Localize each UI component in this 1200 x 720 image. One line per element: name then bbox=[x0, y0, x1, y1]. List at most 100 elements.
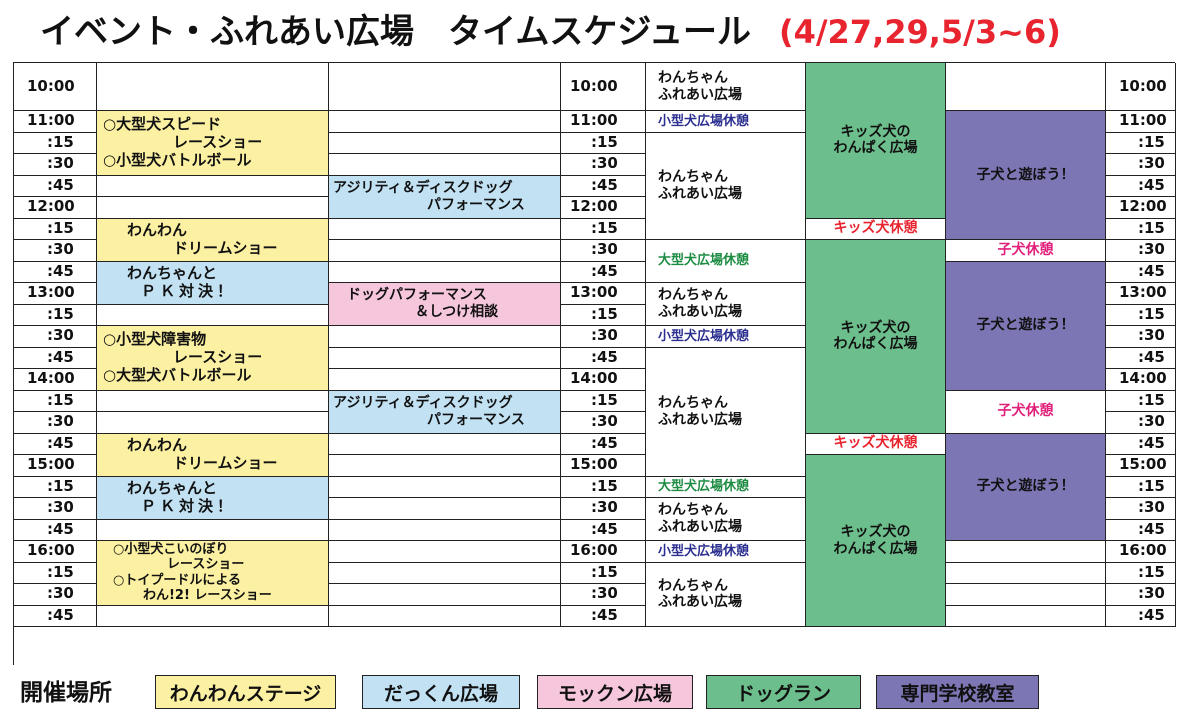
time-label: 13:00 bbox=[14, 283, 97, 305]
time-label: 13:00 bbox=[1106, 283, 1176, 305]
event-line: アジリティ＆ディスクドッグ bbox=[333, 394, 513, 411]
event-pk-2: わんちゃんと ＰＫ対決！ bbox=[97, 476, 329, 520]
kids-wanpaku-1: キッズ犬の わんぱく広場 bbox=[806, 63, 946, 219]
empty-cell bbox=[329, 111, 561, 133]
time-label: :15 bbox=[561, 218, 646, 240]
empty-cell bbox=[329, 347, 561, 369]
small-dog-break: 小型犬広場休憩 bbox=[646, 111, 806, 133]
time-label: :45 bbox=[561, 519, 646, 541]
event-line: キッズ犬の bbox=[840, 319, 911, 336]
empty-cell bbox=[329, 519, 561, 541]
puppy-break: 子犬休憩 bbox=[946, 390, 1106, 434]
event-pk-1: わんちゃんと ＰＫ対決！ bbox=[97, 261, 329, 305]
event-line: わんわん bbox=[127, 220, 188, 239]
kids-break: キッズ犬休憩 bbox=[806, 218, 946, 240]
event-line: わんちゃん bbox=[658, 577, 728, 594]
event-line: わんぱく広場 bbox=[833, 336, 918, 353]
page-title: イベント・ふれあい広場 タイムスケジュール (4/27,29,5/3~6) bbox=[40, 8, 1061, 56]
time-label: :30 bbox=[561, 412, 646, 434]
time-label: :30 bbox=[14, 498, 97, 520]
time-label: :15 bbox=[561, 304, 646, 326]
event-line: わんわん bbox=[127, 435, 188, 454]
event-line: わんちゃん bbox=[658, 169, 728, 186]
event-line: ふれあい広場 bbox=[658, 411, 742, 428]
empty-cell bbox=[97, 63, 329, 111]
empty-cell bbox=[97, 304, 329, 326]
time-label: 13:00 bbox=[561, 283, 646, 305]
event-line: ＰＫ対決！ bbox=[141, 281, 237, 300]
event-line: ○トイプードルによる bbox=[113, 572, 241, 588]
time-label: 14:00 bbox=[1106, 369, 1176, 391]
event-line: レースショー bbox=[167, 557, 245, 573]
empty-cell bbox=[329, 562, 561, 584]
time-label: 16:00 bbox=[1106, 541, 1176, 563]
event-line: パフォーマンス bbox=[427, 411, 525, 428]
empty-cell bbox=[329, 584, 561, 606]
time-label: 12:00 bbox=[561, 197, 646, 219]
puppy-break: 子犬休憩 bbox=[946, 240, 1106, 262]
time-label: :15 bbox=[14, 390, 97, 412]
time-label: :30 bbox=[14, 412, 97, 434]
fureai-area-1: わんちゃん ふれあい広場 bbox=[646, 63, 806, 111]
time-label: :45 bbox=[14, 519, 97, 541]
event-line: ○大型犬バトルボール bbox=[103, 365, 252, 384]
event-line: キッズ犬の bbox=[840, 523, 911, 540]
time-label: :45 bbox=[1106, 519, 1176, 541]
fureai-area-2: わんちゃん ふれあい広場 bbox=[646, 132, 806, 240]
empty-cell bbox=[946, 541, 1106, 563]
empty-cell bbox=[329, 455, 561, 477]
event-line: ○小型犬こいのぼり bbox=[113, 542, 229, 558]
event-line: わんぱく広場 bbox=[833, 140, 918, 157]
time-label: 15:00 bbox=[561, 455, 646, 477]
event-line: ドリームショー bbox=[173, 238, 278, 257]
big-dog-break: 大型犬広場休憩 bbox=[646, 240, 806, 283]
legend-school: 専門学校教室 bbox=[876, 675, 1039, 709]
time-label: :45 bbox=[1106, 347, 1176, 369]
time-label: 11:00 bbox=[561, 111, 646, 133]
time-label: :30 bbox=[1106, 154, 1176, 176]
empty-cell bbox=[329, 369, 561, 391]
empty-cell bbox=[329, 605, 561, 627]
time-label: :45 bbox=[561, 261, 646, 283]
time-label: :30 bbox=[14, 326, 97, 348]
empty-cell bbox=[329, 476, 561, 498]
time-label: :30 bbox=[14, 240, 97, 262]
time-label: 10:00 bbox=[561, 63, 646, 111]
time-label: :45 bbox=[14, 433, 97, 455]
small-dog-break: 小型犬広場休憩 bbox=[646, 326, 806, 348]
event-line: わんちゃん bbox=[658, 69, 728, 86]
empty-cell bbox=[329, 433, 561, 455]
event-line: わんちゃん bbox=[658, 394, 728, 411]
fureai-area-4: わんちゃん ふれあい広場 bbox=[646, 347, 806, 477]
time-label: :45 bbox=[14, 347, 97, 369]
event-line: パフォーマンス bbox=[427, 196, 525, 213]
legend-dakkun: だっくん広場 bbox=[362, 675, 520, 709]
empty-cell bbox=[329, 240, 561, 262]
empty-cell bbox=[329, 154, 561, 176]
time-label: :30 bbox=[561, 154, 646, 176]
big-dog-break: 大型犬広場休憩 bbox=[646, 476, 806, 498]
event-line: ふれあい広場 bbox=[658, 519, 742, 535]
event-line: ドッグパフォーマンス bbox=[347, 287, 487, 304]
time-label: :45 bbox=[1106, 605, 1176, 627]
legend-title: 開催場所 bbox=[20, 680, 112, 706]
fureai-area-3: わんちゃん ふれあい広場 bbox=[646, 283, 806, 326]
event-agility-2: アジリティ＆ディスクドッグ パフォーマンス bbox=[329, 390, 561, 434]
kids-wanpaku-2: キッズ犬の わんぱく広場 bbox=[806, 240, 946, 434]
time-label: 10:00 bbox=[14, 63, 97, 111]
event-line: レースショー bbox=[173, 347, 263, 366]
empty-cell bbox=[97, 175, 329, 197]
time-label: :15 bbox=[1106, 390, 1176, 412]
time-label: :45 bbox=[561, 433, 646, 455]
time-label: :30 bbox=[14, 154, 97, 176]
time-label: 12:00 bbox=[1106, 197, 1176, 219]
event-line: ＰＫ対決！ bbox=[141, 496, 237, 515]
event-line: わんちゃんと bbox=[127, 478, 218, 497]
kids-break: キッズ犬休憩 bbox=[806, 433, 946, 455]
time-label: :15 bbox=[561, 476, 646, 498]
time-label: 15:00 bbox=[14, 455, 97, 477]
event-dog-performance: ドッグパフォーマンス ＆しつけ相談 bbox=[329, 283, 561, 326]
puppy-play-2: 子犬と遊ぼう！ bbox=[946, 261, 1106, 391]
time-label: :15 bbox=[1106, 476, 1176, 498]
time-label: :30 bbox=[1106, 498, 1176, 520]
